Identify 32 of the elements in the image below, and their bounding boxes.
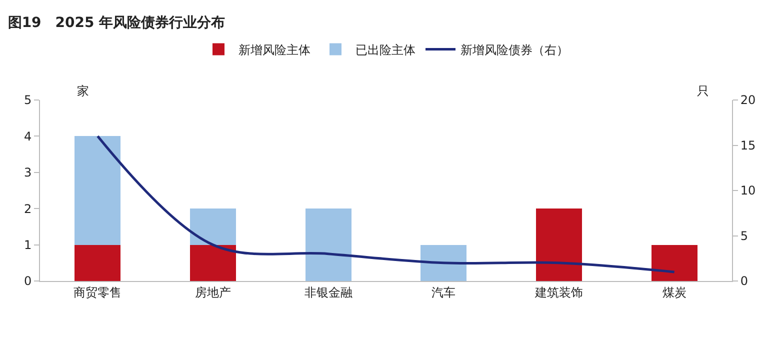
y-axis-title: 家 — [77, 84, 89, 98]
x-tick-label: 商贸零售 — [74, 285, 122, 300]
y2-tick-label: 15 — [740, 138, 756, 152]
bar — [190, 244, 236, 281]
x-tick-label: 建筑装饰 — [534, 285, 583, 300]
y-tick-label: 0 — [24, 274, 32, 288]
y2-tick-label: 0 — [740, 274, 748, 288]
bar — [74, 244, 121, 281]
y2-axis-title: 只 — [697, 84, 709, 98]
bar — [420, 244, 467, 281]
chart-title: 图19 2025 年风险债券行业分布 — [8, 14, 226, 31]
line-series — [96, 134, 676, 274]
x-tick-label: 非银金融 — [304, 285, 352, 300]
bar — [190, 208, 236, 245]
bar — [74, 136, 121, 245]
y-tick-label: 4 — [24, 129, 32, 144]
y-tick-label: 3 — [24, 166, 32, 180]
x-tick-label: 房地产 — [195, 285, 231, 300]
legend-label: 已出险主体 — [356, 42, 416, 57]
y-tick-label: 5 — [24, 93, 32, 108]
y2-tick-label: 5 — [740, 228, 748, 243]
bar — [651, 244, 698, 281]
legend-label: 新增风险债券（右） — [460, 42, 568, 57]
x-tick-label: 煤炭 — [662, 285, 686, 300]
legend-label: 新增风险主体 — [238, 42, 310, 57]
y-tick-label: 2 — [24, 202, 32, 216]
x-tick-label: 汽车 — [432, 285, 456, 300]
y2-tick-label: 20 — [740, 93, 756, 108]
bar — [536, 208, 582, 281]
y2-tick-label: 10 — [740, 184, 756, 198]
bar — [305, 208, 352, 281]
y-tick-label: 1 — [24, 238, 32, 252]
